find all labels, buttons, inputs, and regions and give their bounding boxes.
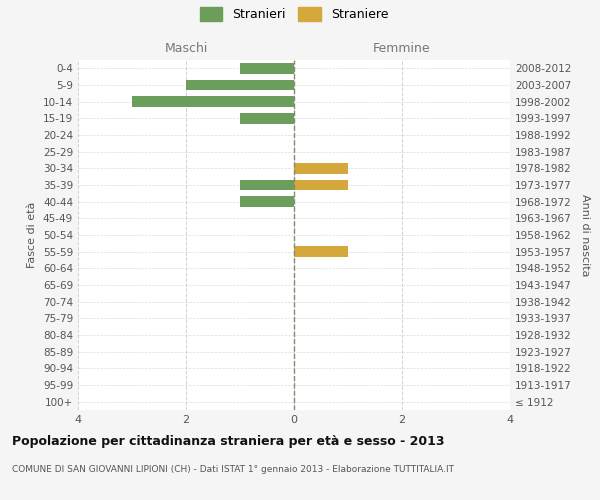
Legend: Stranieri, Straniere: Stranieri, Straniere	[196, 4, 392, 25]
Bar	[132, 96, 294, 107]
Bar	[294, 163, 348, 174]
Bar	[240, 113, 294, 124]
Bar	[240, 63, 294, 74]
Text: Popolazione per cittadinanza straniera per età e sesso - 2013: Popolazione per cittadinanza straniera p…	[12, 435, 445, 448]
Bar	[240, 180, 294, 190]
Bar	[186, 80, 294, 90]
Text: Femmine: Femmine	[373, 42, 431, 55]
Text: Maschi: Maschi	[164, 42, 208, 55]
Bar	[294, 180, 348, 190]
Bar	[240, 196, 294, 207]
Text: COMUNE DI SAN GIOVANNI LIPIONI (CH) - Dati ISTAT 1° gennaio 2013 - Elaborazione : COMUNE DI SAN GIOVANNI LIPIONI (CH) - Da…	[12, 465, 454, 474]
Y-axis label: Fasce di età: Fasce di età	[28, 202, 37, 268]
Bar	[294, 246, 348, 257]
Y-axis label: Anni di nascita: Anni di nascita	[580, 194, 590, 276]
